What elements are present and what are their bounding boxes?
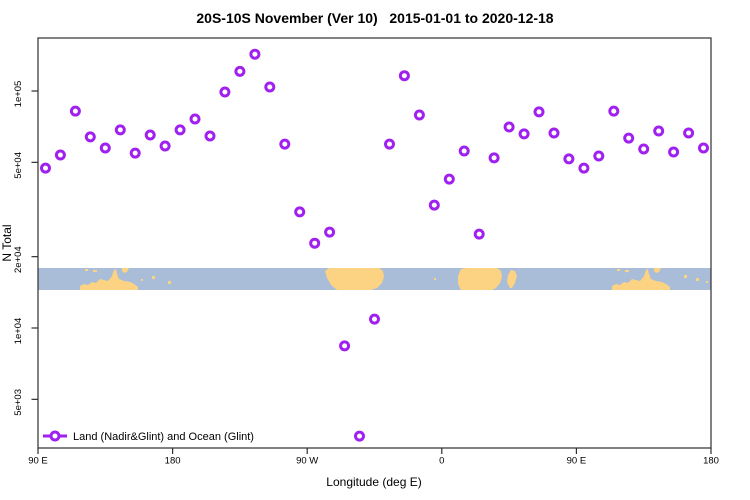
legend: Land (Nadir&Glint) and Ocean (Glint) (43, 430, 254, 443)
y-axis: 1e+05 5e+04 2e+04 1e+04 5e+03 (13, 81, 38, 416)
map-land-south-america (325, 268, 384, 290)
data-point (84, 131, 96, 143)
data-point (563, 153, 575, 165)
data-point (473, 228, 485, 240)
data-point (533, 106, 545, 118)
data-point (129, 147, 141, 159)
x-tick-label: 90 E (28, 456, 48, 467)
data-point (69, 105, 81, 117)
map-land-island (706, 281, 708, 283)
data-point (114, 124, 126, 136)
data-point (369, 313, 380, 325)
data-point (428, 199, 440, 211)
data-point (219, 86, 231, 98)
map-land-island (434, 278, 436, 280)
chart-title: 20S-10S November (Ver 10) 2015-01-01 to … (196, 10, 554, 26)
y-tick-label: 1e+05 (13, 81, 24, 108)
data-point (683, 127, 695, 139)
data-point (653, 125, 665, 137)
data-point (593, 150, 605, 162)
data-point (54, 149, 66, 161)
data-point (264, 81, 276, 93)
data-point (503, 121, 515, 133)
map-land-island (141, 279, 143, 281)
data-point (488, 152, 500, 164)
map-land-australia-2 (612, 269, 670, 290)
x-tick-label: 0 (439, 456, 444, 467)
data-point (698, 142, 709, 154)
map-land-africa (458, 268, 502, 290)
legend-label: Land (Nadir&Glint) and Ocean (Glint) (73, 431, 254, 443)
data-point (623, 132, 635, 144)
map-land-island (625, 270, 629, 272)
data-point (443, 173, 455, 185)
legend-marker-circle (49, 430, 61, 442)
map-land-island (617, 269, 620, 271)
data-point (668, 146, 680, 158)
y-tick-label: 5e+03 (13, 389, 24, 416)
map-land-island (152, 276, 155, 279)
data-point (309, 237, 321, 249)
data-point (354, 430, 365, 442)
x-axis: 90 E 180 90 W 0 90 E 180 (28, 448, 719, 467)
data-series (40, 48, 709, 442)
data-point (638, 143, 650, 155)
x-tick-label: 180 (165, 456, 181, 467)
data-point (578, 162, 590, 174)
data-point (204, 130, 216, 142)
data-point (398, 70, 410, 82)
data-point (518, 128, 530, 140)
x-tick-label: 90 E (567, 456, 587, 467)
y-tick-label: 1e+04 (13, 318, 24, 345)
data-point (99, 142, 111, 154)
map-land-island (168, 281, 171, 284)
data-point (548, 127, 560, 139)
world-map-strip (38, 268, 711, 290)
data-point (249, 48, 261, 60)
x-tick-label: 90 W (296, 456, 318, 467)
data-point (458, 145, 470, 157)
x-tick-label: 180 (703, 456, 719, 467)
y-tick-label: 2e+04 (13, 246, 24, 273)
map-land-island (93, 270, 97, 272)
y-axis-title: N Total (0, 224, 14, 261)
data-point (413, 109, 425, 121)
map-land-newguinea-tip-2 (654, 268, 661, 273)
data-point (234, 65, 246, 77)
map-land-australia-1 (80, 269, 138, 290)
data-point (159, 140, 171, 152)
data-point (279, 138, 291, 150)
data-point (324, 226, 336, 238)
data-point (339, 340, 351, 352)
map-land-island (85, 269, 88, 271)
x-axis-title: Longitude (deg E) (326, 475, 421, 489)
data-point (294, 206, 306, 218)
data-point (384, 138, 395, 150)
data-point (189, 113, 201, 125)
data-point (144, 129, 156, 141)
map-land-newguinea-tip-1 (122, 268, 129, 273)
data-point (608, 105, 620, 117)
data-point (40, 162, 51, 174)
map-land-island (684, 275, 687, 278)
map-land-island (696, 278, 699, 281)
data-point (174, 124, 186, 136)
map-land-madagascar (507, 270, 517, 288)
y-tick-label: 5e+04 (13, 152, 24, 179)
plot-frame (37, 37, 712, 449)
